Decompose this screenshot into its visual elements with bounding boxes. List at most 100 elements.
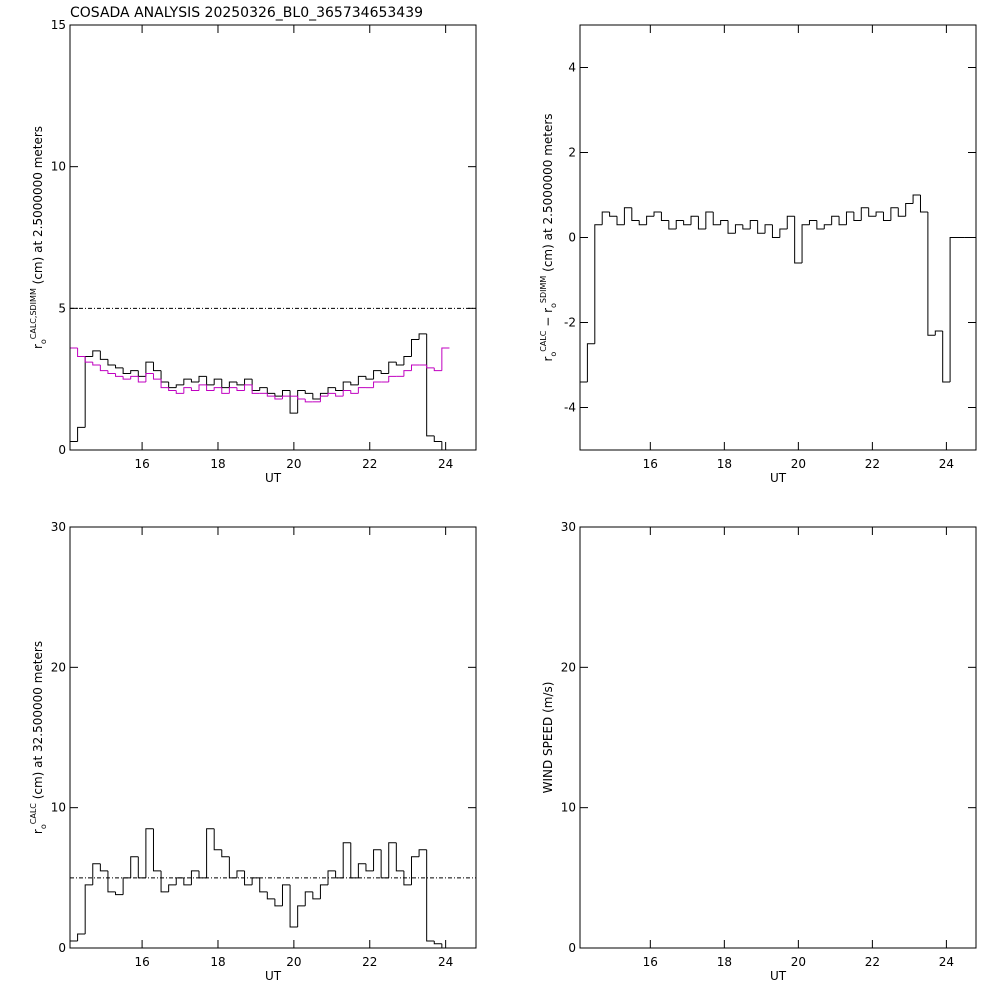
- y-tick-label: 10: [561, 801, 576, 815]
- step-segment: [690, 215, 699, 225]
- step-segment: [749, 220, 758, 229]
- step-segment: [107, 370, 116, 374]
- step-segment: [145, 361, 154, 377]
- step-segment: [137, 376, 146, 383]
- x-tick-label: 16: [134, 457, 149, 471]
- y-tick-label: 0: [568, 941, 576, 955]
- x-tick-label: 24: [438, 955, 453, 969]
- step-segment: [342, 842, 351, 878]
- x-tick-label: 20: [286, 955, 301, 969]
- step-segment: [675, 220, 684, 229]
- step-segment: [594, 224, 603, 344]
- step-segment: [616, 216, 625, 226]
- y-tick-label: 30: [561, 520, 576, 534]
- step-segment: [297, 390, 306, 414]
- step-segment: [244, 378, 253, 385]
- step-segment: [115, 365, 124, 369]
- step-segment: [794, 216, 803, 264]
- step-segment: [198, 870, 207, 879]
- y-tick-label: 30: [51, 520, 66, 534]
- y-tick-label: 10: [51, 801, 66, 815]
- step-segment: [623, 207, 632, 225]
- step-segment: [609, 212, 618, 217]
- step-segment: [342, 390, 351, 397]
- step-segment: [395, 842, 404, 872]
- y-label-part: o: [549, 303, 558, 308]
- step-segment: [168, 884, 177, 892]
- step-segment: [350, 842, 359, 879]
- step-segment: [357, 375, 366, 385]
- step-segment: [335, 387, 344, 391]
- step-segment: [801, 224, 810, 263]
- step-segment: [304, 390, 313, 394]
- step-segment: [403, 870, 412, 886]
- step-segment: [853, 212, 862, 221]
- step-segment: [213, 387, 222, 391]
- step-segment: [251, 379, 260, 391]
- plot-area: [580, 194, 976, 383]
- step-segment: [175, 384, 184, 388]
- step-segment: [586, 343, 595, 382]
- x-tick-label: 24: [939, 457, 954, 471]
- step-segment: [912, 194, 921, 204]
- step-segment: [84, 884, 93, 934]
- step-segment: [251, 384, 260, 394]
- y-tick-label: 20: [561, 660, 576, 674]
- step-segment: [771, 224, 780, 238]
- y-label-part: r: [541, 357, 555, 362]
- y-label-part: r: [31, 344, 45, 349]
- step-segment: [304, 399, 313, 403]
- step-segment: [942, 331, 951, 383]
- step-segment: [705, 211, 714, 229]
- step-segment: [319, 395, 329, 402]
- step-segment: [779, 228, 788, 238]
- step-segment: [160, 379, 169, 389]
- y-tick-label: 0: [58, 941, 66, 955]
- step-segment: [236, 387, 245, 391]
- y-label-part: SDIMM: [539, 276, 548, 304]
- y-tick-label: 10: [51, 160, 66, 174]
- step-segment: [734, 224, 743, 234]
- x-tick-label: 20: [286, 457, 301, 471]
- step-segment: [631, 207, 640, 221]
- step-segment: [183, 378, 192, 385]
- step-segment: [831, 215, 840, 225]
- y-label-part: CALC,SDIMM: [29, 288, 38, 339]
- step-segment: [160, 370, 169, 383]
- step-segment: [281, 884, 291, 906]
- x-tick-label: 20: [791, 955, 806, 969]
- step-segment: [350, 382, 359, 386]
- step-segment: [897, 207, 906, 217]
- x-axis-label: UT: [265, 969, 282, 983]
- step-segment: [335, 870, 344, 879]
- step-segment: [221, 379, 230, 389]
- y-tick-label: 15: [51, 18, 66, 32]
- y-label-part: o: [549, 352, 558, 357]
- step-segment: [418, 849, 427, 857]
- step-segment: [266, 387, 275, 394]
- step-segment: [786, 215, 795, 229]
- step-segment: [441, 441, 450, 450]
- step-segment: [213, 378, 222, 385]
- step-segment: [319, 884, 329, 899]
- y-label-part: o: [39, 339, 48, 344]
- step-segment: [727, 220, 736, 234]
- step-segment: [130, 370, 139, 374]
- step-segment: [259, 387, 268, 391]
- step-segment: [934, 330, 943, 336]
- step-segment: [190, 870, 200, 885]
- step-segment: [312, 393, 321, 400]
- step-segment: [668, 220, 677, 230]
- step-segment: [289, 884, 298, 928]
- step-segment: [660, 212, 669, 221]
- step-segment: [137, 370, 146, 377]
- axes-frame: [69, 24, 477, 451]
- step-segment: [107, 359, 116, 366]
- step-segment: [327, 392, 336, 397]
- step-segment: [342, 381, 351, 391]
- step-segment: [206, 384, 215, 391]
- x-tick-label: 22: [865, 955, 880, 969]
- step-segment: [433, 940, 442, 945]
- step-segment: [365, 376, 374, 380]
- x-tick-label: 22: [362, 955, 377, 969]
